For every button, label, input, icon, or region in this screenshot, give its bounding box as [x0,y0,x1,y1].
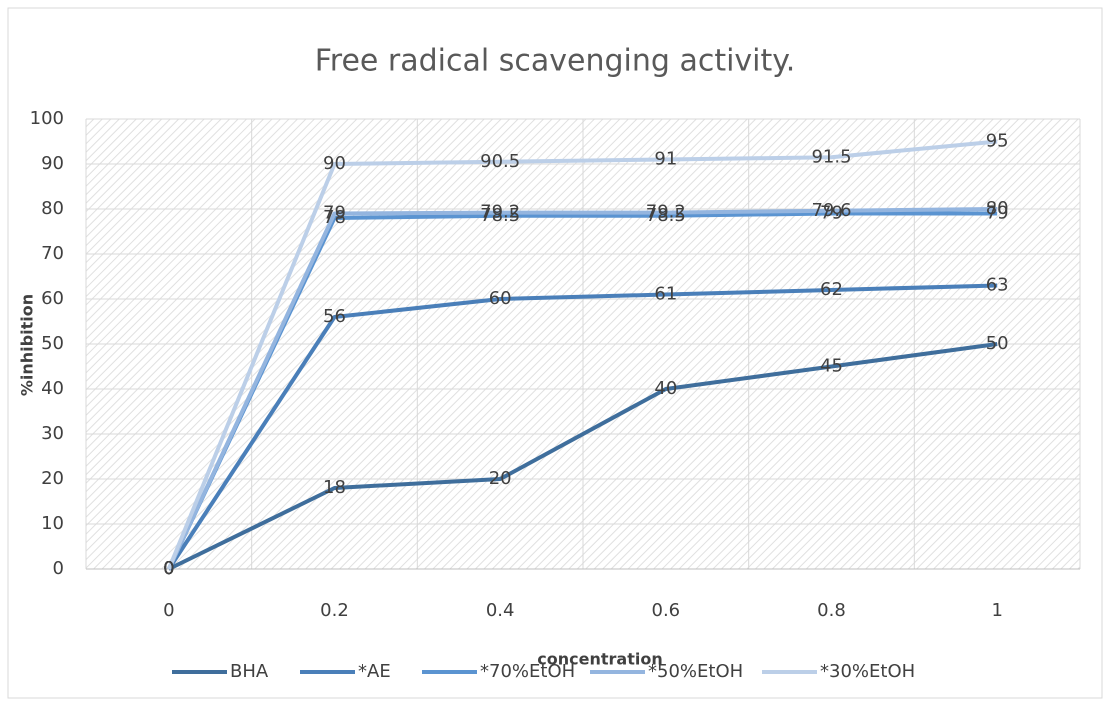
x-axis-title: concentration [537,650,662,669]
data-label: 91.5 [811,146,851,167]
data-label: 91 [654,149,677,170]
series-line [166,139,998,570]
data-label: 0 [163,558,174,579]
series-line [167,342,998,571]
legend-label: *30%EtOH [820,661,915,682]
data-label: 78.5 [480,205,520,226]
data-label: 80 [986,198,1009,219]
legend-label: *AE [358,661,391,682]
x-tick-label: 0.8 [817,600,846,621]
data-label: 0 [163,558,174,579]
y-tick-label: 80 [41,198,64,219]
data-label: 79.6 [811,200,851,221]
y-tick-label: 0 [53,558,64,579]
data-label: 61 [654,284,677,305]
series-line [167,283,998,571]
x-tick-label: 0.4 [486,600,515,621]
data-label: 79.2 [646,202,686,223]
data-label: 0 [163,558,174,579]
legend-label: *50%EtOH [648,661,743,682]
x-tick-label: 0.6 [652,600,681,621]
y-tick-label: 70 [41,243,64,264]
y-tick-label: 40 [41,378,64,399]
data-label: 79 [986,203,1009,224]
data-label: 0 [163,558,174,579]
x-tick-label: 0 [163,600,174,621]
data-label: 79 [323,203,346,224]
chart-title: Free radical scavenging activity. [315,44,796,79]
data-label: 79.2 [480,202,520,223]
data-label: 60 [489,288,512,309]
data-label: 0 [163,558,174,579]
data-label: 62 [820,279,843,300]
data-label: 78 [323,207,346,228]
data-label: 90.5 [480,151,520,172]
data-label: 20 [489,468,512,489]
data-label: 63 [986,275,1009,296]
y-axis-title: %inhibition [18,294,37,396]
y-tick-label: 50 [41,333,64,354]
data-label: 90 [323,153,346,174]
data-label: 79 [820,203,843,224]
y-tick-label: 60 [41,288,64,309]
y-tick-label: 30 [41,423,64,444]
x-tick-label: 0.2 [320,600,349,621]
y-tick-label: 10 [41,513,64,534]
legend-label: BHA [230,661,269,682]
data-label: 78.5 [646,205,686,226]
y-tick-label: 100 [30,108,64,129]
x-tick-label: 1 [991,600,1002,621]
data-label: 45 [820,356,843,377]
y-tick-label: 20 [41,468,64,489]
data-label: 95 [986,131,1009,152]
data-label: 50 [986,333,1009,354]
data-label: 40 [654,378,677,399]
series-line [167,207,998,570]
y-tick-label: 90 [41,153,64,174]
legend-label: *70%EtOH [480,661,575,682]
data-label: 18 [323,477,346,498]
data-label: 56 [323,306,346,327]
